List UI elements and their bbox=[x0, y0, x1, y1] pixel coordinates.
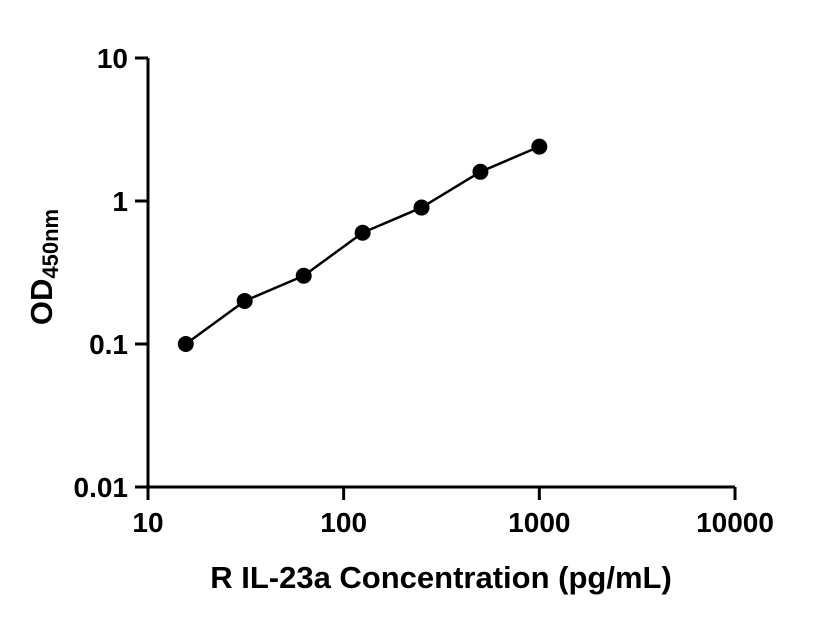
y-axis-title-subscript: 450nm bbox=[38, 208, 63, 279]
y-axis-title: OD450nm bbox=[24, 209, 64, 325]
data-point bbox=[236, 292, 253, 309]
data-point bbox=[413, 199, 430, 216]
y-tick-label: 1 bbox=[112, 186, 128, 217]
y-tick-label: 0.01 bbox=[74, 472, 129, 503]
data-point bbox=[295, 267, 312, 284]
x-tick-label: 100 bbox=[320, 507, 367, 538]
y-axis-title-main: OD bbox=[24, 278, 59, 326]
x-axis-title: R IL-23a Concentration (pg/mL) bbox=[210, 560, 672, 595]
x-tick-label: 10 bbox=[132, 507, 163, 538]
x-tick-label: 10000 bbox=[696, 507, 774, 538]
x-tick-label: 1000 bbox=[508, 507, 570, 538]
data-point bbox=[472, 163, 489, 180]
data-point bbox=[354, 224, 371, 241]
data-point bbox=[531, 138, 548, 155]
data-point bbox=[177, 336, 194, 352]
y-tick-label: 10 bbox=[97, 43, 128, 74]
y-tick-label: 0.1 bbox=[89, 329, 128, 360]
